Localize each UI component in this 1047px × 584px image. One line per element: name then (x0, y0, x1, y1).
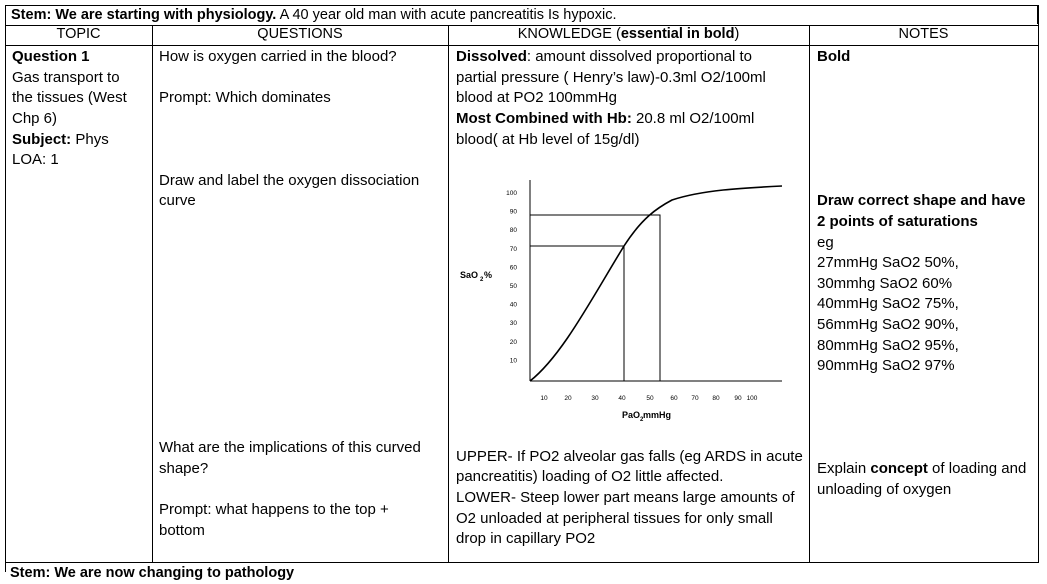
explain-concept: concept (870, 460, 928, 477)
y-tick-label: 90 (510, 209, 518, 216)
x-tick-label: 50 (646, 395, 654, 402)
dissolved-text: : amount dissolved proportional to (526, 48, 753, 65)
header-topic: TOPIC (56, 26, 101, 42)
dissolved-line-2: partial pressure ( Henry’s law)-0.3ml O2… (456, 69, 766, 86)
oxygen-dissociation-chart: 100 90 80 70 60 50 40 30 20 10 10 20 30 40 50 60 70 80 90 1… (460, 180, 783, 423)
y-tick-label: 10 (510, 357, 518, 364)
topic-line-2: the tissues (West (12, 89, 127, 106)
header-notes: NOTES (898, 26, 949, 42)
notes-point: 30mmhg SaO2 60% (817, 275, 953, 292)
topic-line-3: Chp 6) (12, 110, 58, 127)
subject-label: Subject: (12, 131, 72, 148)
question-3-line-1: What are the implications of this curved (159, 439, 421, 456)
combined-line-2: blood( at Hb level of 15g/dl) (456, 131, 640, 148)
upper-line-2: pancreatitis) loading of O2 little affec… (456, 468, 724, 485)
header-questions: QUESTIONS (257, 26, 343, 42)
notes-eg: eg (817, 234, 834, 251)
notes-explain-line-1: Explain concept of loading and (817, 459, 1026, 480)
table-bottom-border (5, 562, 1039, 563)
notes-point: 80mmHg SaO2 95%, (817, 337, 959, 354)
reference-line (530, 245, 625, 381)
y-tick-label: 60 (510, 264, 518, 271)
x-tick-label: 30 (591, 395, 599, 402)
combined-label: Most Combined with Hb: (456, 110, 632, 127)
col-divider-1 (152, 25, 153, 563)
x-tick-label: 80 (712, 395, 720, 402)
next-stem: Stem: We are now changing to pathology (10, 565, 295, 581)
subject-line: Subject: Phys (12, 130, 109, 151)
table-right-border (1038, 5, 1039, 563)
notes-point: 40mmHg SaO2 75%, (817, 295, 959, 312)
y-axis-label: SaO (460, 270, 478, 280)
header-knowledge-a: KNOWLEDGE ( (517, 26, 621, 42)
prompt-1-text: Prompt: Which dominates (159, 89, 331, 106)
upper-line-1: UPPER- If PO2 alveolar gas falls (eg ARD… (456, 448, 803, 465)
col-divider-3 (809, 25, 810, 563)
x-tick-label: 20 (564, 395, 572, 402)
subject-value: Phys (71, 131, 109, 148)
explain-c: of loading and (927, 460, 1027, 477)
y-axis-label-unit: % (484, 270, 492, 280)
x-axis-label-sub: 2 (640, 417, 644, 423)
y-tick-label: 30 (510, 320, 518, 327)
dissociation-curve (529, 185, 783, 382)
x-tick-label: 100 (747, 395, 758, 402)
prompt-3-line-1: Prompt: what happens to the top + (159, 501, 389, 518)
col-divider-2 (448, 25, 449, 563)
notes-point: 27mmHg SaO2 50%, (817, 254, 959, 271)
header-knowledge: KNOWLEDGE (essential in bold) (448, 25, 809, 44)
notes-explain-line-2: unloading of oxygen (817, 481, 952, 498)
reference-line (530, 214, 661, 381)
stem-bold: Stem: We are starting with physiology. (11, 7, 277, 23)
x-tick-label: 10 (540, 395, 548, 402)
dissolved-label: Dissolved (456, 48, 527, 65)
question-3-line-2: shape? (159, 460, 209, 477)
document-page: Stem: We are starting with physiology. A… (5, 5, 1039, 581)
dissolved-line-3: blood at PO2 100mmHg (456, 89, 617, 106)
header-bottom-border (5, 45, 1039, 46)
topic-line-1: Gas transport to (12, 69, 120, 86)
stem-rest: A 40 year old man with acute pancreatiti… (276, 7, 617, 23)
notes-draw-line-2: 2 points of saturations (817, 213, 978, 230)
notes-draw-line-1: Draw correct shape and have (817, 192, 1026, 209)
table-top-border (5, 25, 1039, 26)
table-left-border (5, 5, 6, 572)
lower-line-3: drop in capillary PO2 (456, 530, 596, 547)
y-tick-label: 100 (506, 190, 517, 197)
notes-bold: Bold (817, 48, 851, 65)
notes-point: 56mmHg SaO2 90%, (817, 316, 959, 333)
stem-line: Stem: We are starting with physiology. A… (5, 5, 1038, 24)
loa-line: LOA: 1 (12, 151, 59, 168)
lower-line-2: O2 unloaded at peripheral tissues for on… (456, 510, 773, 527)
x-axis-label-unit: mmHg (643, 410, 671, 420)
y-tick-label: 80 (510, 227, 518, 234)
header-knowledge-bold: essential in bold (620, 26, 735, 42)
dissolved-line-1: Dissolved: amount dissolved proportional… (456, 47, 752, 68)
combined-line-1: Most Combined with Hb: 20.8 ml O2/100ml (456, 109, 754, 130)
lower-line-1: LOWER- Steep lower part means large amou… (456, 489, 795, 506)
x-tick-label: 40 (618, 395, 626, 402)
prompt-3-line-2: bottom (159, 522, 205, 539)
notes-point: 90mmHg SaO2 97% (817, 357, 955, 374)
header-knowledge-c: ) (734, 26, 740, 42)
question-1-text: How is oxygen carried in the blood? (159, 48, 397, 65)
x-tick-label: 70 (691, 395, 699, 402)
y-tick-label: 50 (510, 283, 518, 290)
question-label: Question 1 (12, 48, 90, 65)
x-tick-label: 60 (670, 395, 678, 402)
y-tick-label: 40 (510, 302, 518, 309)
x-axis-label: PaO (622, 410, 640, 420)
explain-a: Explain (817, 460, 871, 477)
question-2-line-1: Draw and label the oxygen dissociation (159, 172, 420, 189)
combined-text: 20.8 ml O2/100ml (631, 110, 755, 127)
y-tick-label: 70 (510, 246, 518, 253)
x-tick-label: 90 (734, 395, 742, 402)
y-tick-label: 20 (510, 339, 518, 346)
y-axis-label-sub: 2 (480, 277, 484, 283)
question-2-line-2: curve (159, 192, 196, 209)
